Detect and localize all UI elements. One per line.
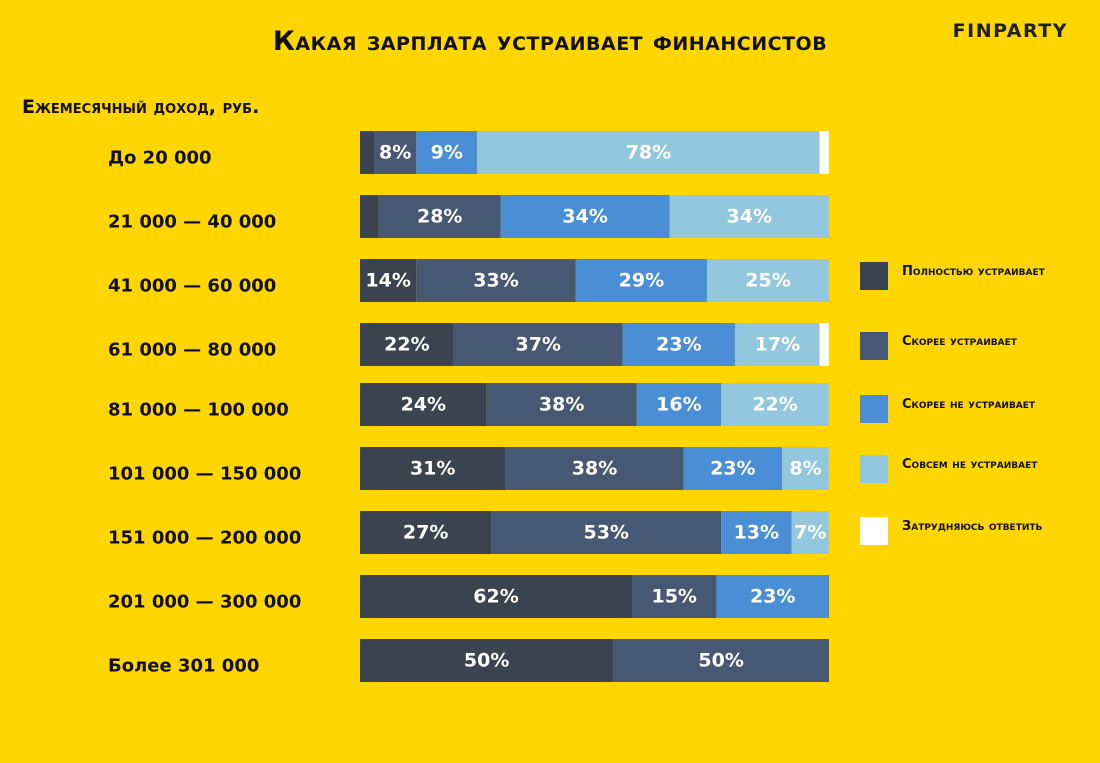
bar-segment — [360, 447, 506, 490]
data-label: 13% — [734, 522, 779, 544]
category-label: 101 000 — 150 000 — [108, 464, 301, 485]
legend-item: Скорее устраивает — [860, 332, 1100, 360]
bar-segment — [374, 131, 417, 174]
bar-segment — [500, 195, 670, 238]
legend-swatch — [860, 332, 888, 360]
bar-segment — [360, 323, 454, 366]
axis-label: Ежемесячный доход, руб. — [22, 96, 260, 118]
bar-segment — [416, 259, 576, 302]
data-label: 33% — [473, 270, 518, 292]
data-label: 22% — [384, 334, 429, 356]
category-label: 41 000 — 60 000 — [108, 276, 276, 297]
data-label: 7% — [794, 522, 826, 544]
bar-segment — [782, 447, 829, 490]
bar-segment — [669, 195, 829, 238]
data-label: 14% — [365, 270, 410, 292]
data-label: 16% — [656, 394, 701, 416]
data-label: 17% — [755, 334, 800, 356]
bar-segment — [819, 323, 829, 366]
bar-segment — [716, 575, 829, 618]
bar-segment — [360, 195, 379, 238]
legend-label: Скорее не устраивает — [902, 397, 1036, 412]
brand-logo: FINPARTY — [952, 20, 1068, 42]
data-label: 25% — [745, 270, 790, 292]
data-label: 50% — [698, 650, 743, 672]
data-label: 23% — [656, 334, 701, 356]
bar-segment — [477, 131, 820, 174]
bar-segment — [453, 323, 623, 366]
chart-title: Какая зарплата устраивает финансистов — [272, 26, 828, 57]
bar-segment — [721, 383, 829, 426]
bar-segment — [360, 259, 417, 302]
bar-segment — [707, 259, 829, 302]
bar-segment — [491, 511, 722, 554]
data-label: 8% — [379, 142, 411, 164]
bar-segment — [360, 575, 633, 618]
category-label: 81 000 — 100 000 — [108, 400, 289, 421]
bar-segment — [378, 195, 501, 238]
legend-label: Затрудняюсь ответить — [902, 519, 1043, 534]
bar-segment — [735, 323, 820, 366]
data-label: 9% — [431, 142, 463, 164]
bar-segment — [791, 511, 829, 554]
data-label: 23% — [750, 586, 795, 608]
bar-segment — [360, 131, 375, 174]
legend-swatch — [860, 395, 888, 423]
data-label: 50% — [464, 650, 509, 672]
legend-item: Совсем не устраивает — [860, 455, 1100, 483]
legend-swatch — [860, 262, 888, 290]
category-label: Более 301 000 — [108, 656, 259, 677]
data-label: 24% — [401, 394, 446, 416]
data-label: 78% — [626, 142, 671, 164]
data-label: 8% — [789, 458, 821, 480]
bar-segment — [636, 383, 722, 426]
bar-segment — [486, 383, 637, 426]
data-label: 27% — [403, 522, 448, 544]
category-label: До 20 000 — [108, 148, 212, 169]
data-label: 37% — [515, 334, 560, 356]
data-label: 34% — [727, 206, 772, 228]
bar-segment — [632, 575, 717, 618]
bar-segment — [416, 131, 478, 174]
data-label: 31% — [410, 458, 455, 480]
bar-segment — [622, 323, 736, 366]
data-label: 23% — [710, 458, 755, 480]
category-label: 201 000 — 300 000 — [108, 592, 301, 613]
bar-segment — [360, 511, 492, 554]
data-label: 34% — [562, 206, 607, 228]
data-label: 22% — [752, 394, 797, 416]
bar-segment — [721, 511, 792, 554]
data-label: 62% — [473, 586, 518, 608]
bar-segment — [819, 131, 829, 174]
legend-item: Скорее не устраивает — [860, 395, 1100, 423]
data-label: 15% — [651, 586, 696, 608]
bar-segment — [613, 639, 829, 682]
legend-label: Полностью устраивает — [902, 264, 1045, 279]
data-label: 28% — [417, 206, 462, 228]
category-label: 151 000 — 200 000 — [108, 528, 301, 549]
legend-swatch — [860, 455, 888, 483]
data-label: 38% — [572, 458, 617, 480]
data-label: 53% — [583, 522, 628, 544]
legend-item: Затрудняюсь ответить — [860, 517, 1100, 545]
data-label: 38% — [539, 394, 584, 416]
legend-swatch — [860, 517, 888, 545]
bar-segment — [505, 447, 684, 490]
bar-segment — [360, 383, 487, 426]
legend-label: Скорее устраивает — [902, 334, 1017, 349]
bar-segment — [360, 639, 614, 682]
bar-segment — [575, 259, 708, 302]
category-label: 61 000 — 80 000 — [108, 340, 276, 361]
legend-item: Полностью устраивает — [860, 262, 1100, 290]
category-label: 21 000 — 40 000 — [108, 212, 276, 233]
legend-label: Совсем не устраивает — [902, 457, 1038, 472]
data-label: 29% — [619, 270, 664, 292]
bar-segment — [683, 447, 783, 490]
